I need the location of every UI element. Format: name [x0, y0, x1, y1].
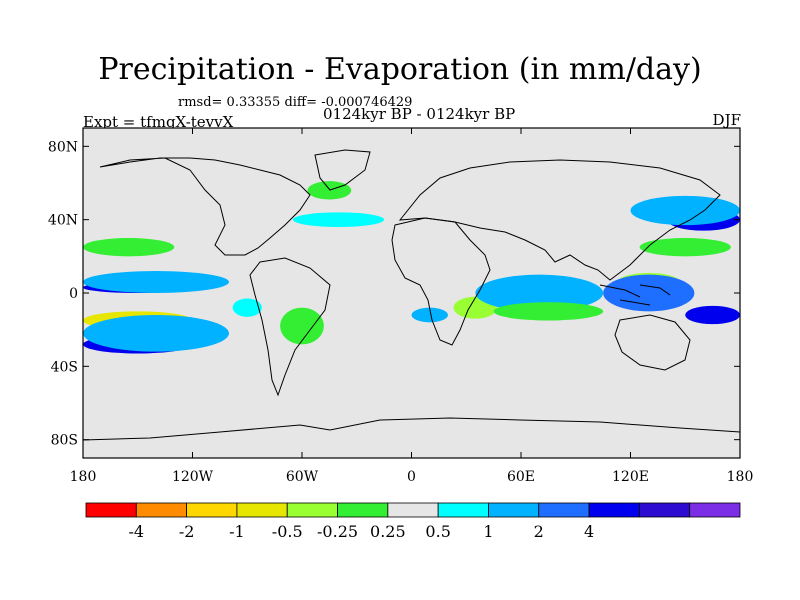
lon-tick-label: 120W	[172, 469, 214, 485]
anomaly-patch	[603, 274, 695, 312]
coastline-north-america	[99, 157, 311, 256]
colorbar-swatch	[337, 502, 389, 518]
colorbar-label: 0.25	[370, 522, 406, 541]
anomaly-patch	[280, 307, 324, 345]
lon-tick-label: 0	[407, 469, 416, 485]
anomaly-patch	[475, 274, 604, 312]
lon-tick-label: 120E	[612, 469, 649, 485]
colorbar-swatch	[689, 502, 741, 518]
colorbar: -4 -2 -1 -0.5 -0.25 0.25 0.5 1 2 4	[85, 502, 741, 541]
anomaly-patch	[639, 238, 731, 257]
coastline-eurasia	[398, 159, 721, 281]
coastline-maritime-continent	[599, 284, 671, 306]
anomaly-patch	[292, 212, 385, 228]
anomaly-patch	[232, 298, 262, 317]
anomaly-patch	[307, 181, 352, 200]
colorbar-label: -4	[129, 522, 145, 541]
colorbar-swatch	[135, 502, 188, 518]
lon-tick-label: 60W	[286, 469, 319, 485]
colorbar-label: -2	[179, 522, 195, 541]
colorbar-label: 1	[483, 522, 493, 541]
lon-tick-label: 180	[70, 469, 97, 485]
anomaly-patch	[83, 271, 229, 293]
anomaly-patch	[83, 315, 229, 352]
colorbar-swatch	[538, 502, 590, 518]
coastline-south-america	[249, 257, 331, 397]
colorbar-label: -1	[229, 522, 245, 541]
period-text: 0124kyr BP - 0124kyr BP	[323, 105, 516, 123]
anomaly-patch	[685, 305, 740, 325]
coastline-antarctica	[83, 417, 740, 441]
coastline-greenland	[314, 149, 371, 191]
colorbar-label: 2	[534, 522, 544, 541]
colorbar-swatch	[186, 502, 238, 518]
stats-text: rmsd= 0.33355 diff= -0.000746429	[178, 95, 413, 110]
coastlines	[83, 149, 740, 441]
colorbar-label: 4	[584, 522, 594, 541]
experiment-label: Expt = tfmgX-tevvX	[83, 113, 234, 131]
colorbar-swatch	[387, 502, 439, 518]
season-label: DJF	[712, 111, 741, 129]
anomaly-patch	[630, 195, 740, 226]
lat-tick-label: 40S	[51, 359, 78, 375]
coastline-africa	[391, 217, 491, 346]
colorbar-swatch	[588, 502, 640, 518]
colorbar-swatch	[85, 502, 137, 518]
anomaly-patches	[83, 181, 740, 354]
lon-tick-label: 180	[727, 469, 754, 485]
colorbar-label: -0.25	[317, 522, 358, 541]
map-title: Precipitation - Evaporation (in mm/day)	[98, 52, 702, 87]
colorbar-label: 0.5	[425, 522, 450, 541]
coastline-australia	[614, 314, 691, 371]
colorbar-label: -0.5	[272, 522, 303, 541]
colorbar-swatch	[488, 502, 540, 518]
anomaly-patch	[493, 302, 604, 321]
anomaly-patch	[411, 307, 448, 323]
lon-tick-label: 60E	[507, 469, 535, 485]
axis-ticks: 80N 40N 0 40S 80S 180 120W 60W 0 60E 120E 180	[48, 128, 753, 485]
colorbar-swatch	[638, 502, 691, 518]
anomaly-patch	[83, 238, 175, 257]
lat-tick-label: 40N	[48, 213, 78, 229]
lat-tick-label: 80S	[51, 433, 78, 449]
colorbar-swatch	[437, 502, 489, 518]
lat-tick-label: 80N	[48, 139, 78, 155]
colorbar-swatch	[286, 502, 338, 518]
lat-tick-label: 0	[69, 286, 78, 302]
colorbar-swatch	[236, 502, 288, 518]
